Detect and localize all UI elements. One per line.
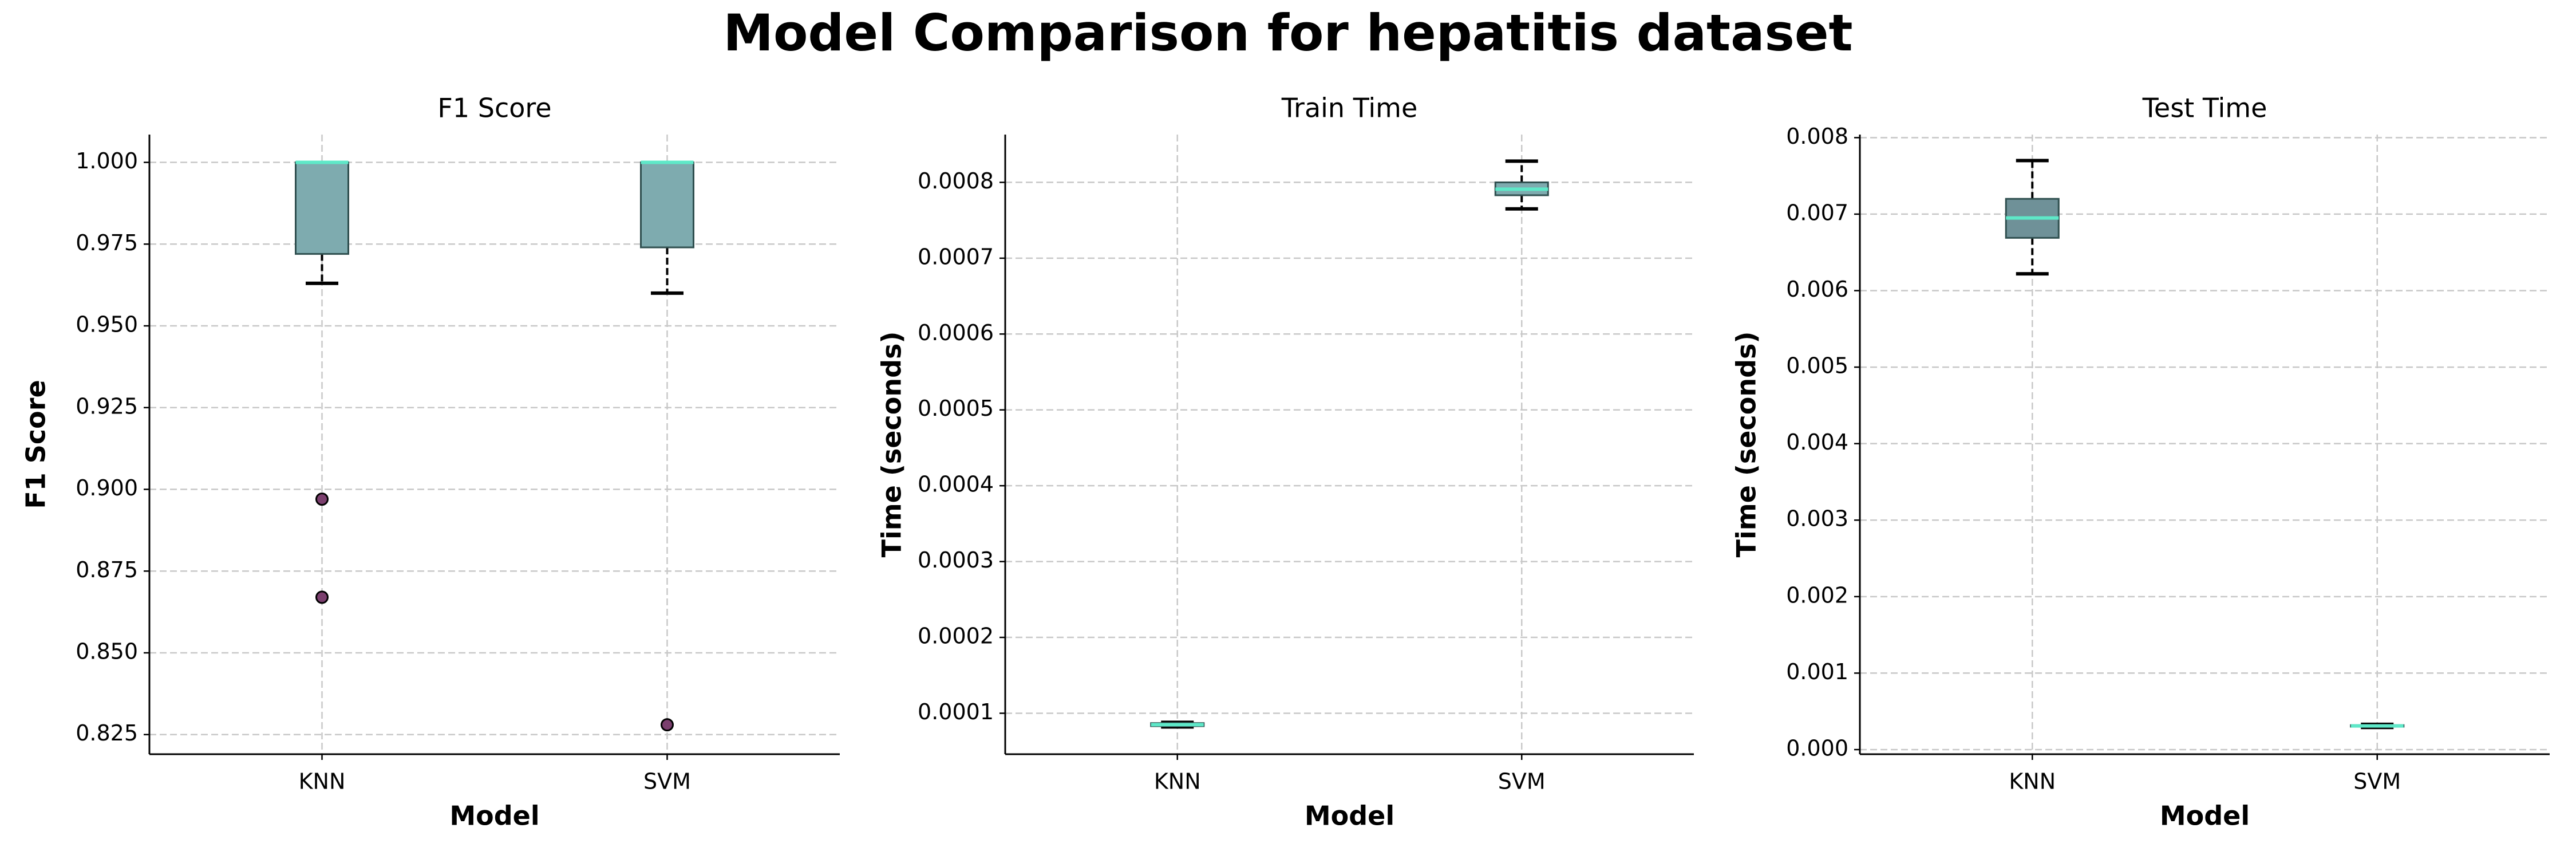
y-axis-label: Time (seconds) [1731,332,1762,558]
subplot-title: Test Time [2142,93,2267,124]
x-tick-label: SVM [643,769,691,794]
y-tick-label: 0.875 [76,557,138,582]
x-axis-label: Model [449,801,539,832]
y-tick-label: 0.006 [1786,277,1848,302]
subplot-title: F1 Score [437,93,551,124]
y-tick-label: 0.0008 [918,168,994,194]
y-tick-label: 1.000 [76,148,138,174]
y-tick-label: 0.950 [76,312,138,337]
y-tick-label: 0.000 [1786,735,1848,761]
y-tick-label: 0.975 [76,230,138,255]
y-tick-label: 0.0001 [918,699,994,724]
x-axis-label: Model [2160,801,2250,832]
y-tick-label: 0.0003 [918,547,994,573]
x-tick-label: SVM [1498,769,1546,794]
y-tick-label: 0.0007 [918,244,994,269]
y-axis-label: F1 Score [21,380,52,509]
y-tick-label: 0.0002 [918,624,994,649]
y-axis-label: Time (seconds) [876,332,907,558]
subplot-title: Train Time [1281,93,1418,124]
y-tick-label: 0.0006 [918,320,994,345]
outlier [315,492,329,506]
y-tick-label: 0.900 [76,475,138,501]
y-tick-label: 0.008 [1786,124,1848,149]
x-tick-label: KNN [299,769,346,794]
y-tick-label: 0.002 [1786,582,1848,608]
box [640,161,694,249]
box [295,161,349,255]
x-tick-label: SVM [2353,769,2401,794]
y-tick-label: 0.001 [1786,659,1848,684]
outlier [315,590,329,604]
x-tick-label: KNN [2009,769,2056,794]
y-tick-label: 0.0005 [918,396,994,421]
y-tick-label: 0.0004 [918,472,994,497]
y-tick-label: 0.007 [1786,200,1848,225]
y-tick-label: 0.850 [76,639,138,664]
y-tick-label: 0.004 [1786,430,1848,455]
y-tick-label: 0.825 [76,720,138,746]
figure-title: Model Comparison for hepatitis dataset [723,3,1852,62]
outlier [661,718,674,732]
x-axis-label: Model [1305,801,1394,832]
y-tick-label: 0.003 [1786,506,1848,531]
y-tick-label: 0.925 [76,393,138,419]
y-tick-label: 0.005 [1786,353,1848,379]
x-tick-label: KNN [1154,769,1201,794]
